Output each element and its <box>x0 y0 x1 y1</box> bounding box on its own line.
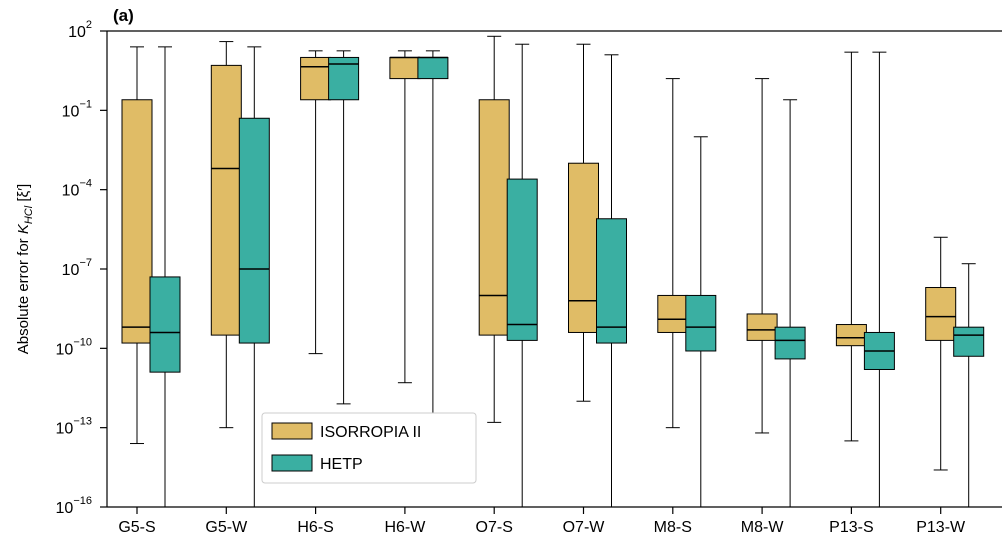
legend: ISORROPIA II HETP <box>261 412 477 484</box>
y-tick-label-base: 10 <box>56 421 74 438</box>
y-tick-label-exponent: −10 <box>73 336 92 348</box>
iqr-box <box>417 56 449 80</box>
box-o7-s <box>478 35 510 423</box>
y-tick-label: 102 <box>68 19 92 41</box>
y-axis-label: Absolute error for KHCl [ξ′] <box>15 184 35 354</box>
box-h6-w <box>389 50 421 384</box>
x-tick-label-o7-s: O7-S <box>476 519 513 536</box>
y-tick-label-base: 10 <box>68 24 86 41</box>
legend-label-hetp: HETP <box>320 456 363 473</box>
box-p13-s <box>835 51 867 442</box>
box-h6-s <box>328 50 360 405</box>
x-tick-label-h6-s: H6-S <box>297 519 333 536</box>
iqr-box <box>685 294 717 352</box>
box-series <box>121 35 985 507</box>
iqr-box <box>835 324 867 347</box>
y-tick-label-exponent: 2 <box>86 19 92 31</box>
y-axis-label-var: K <box>15 223 32 234</box>
box-o7-s <box>506 43 538 507</box>
panel-label: (a) <box>113 6 134 25</box>
iqr-box <box>657 294 689 333</box>
y-tick-label-base: 10 <box>62 262 80 279</box>
x-tick-label-m8-s: M8-S <box>654 519 692 536</box>
box-g5-w <box>238 46 270 507</box>
y-axis-label-sub: HCl <box>23 205 35 224</box>
legend-label-isorropia: ISORROPIA II <box>320 424 421 441</box>
iqr-box <box>478 99 510 336</box>
x-tick-label-o7-w: O7-W <box>563 519 606 536</box>
iqr-box <box>596 218 627 344</box>
iqr-box <box>300 56 332 101</box>
box-h6-s <box>300 50 332 355</box>
box-m8-s <box>657 78 689 429</box>
y-tick-label-exponent: −13 <box>73 416 92 428</box>
box-p13-w <box>953 263 985 507</box>
box-g5-s <box>121 46 153 445</box>
series-hetp <box>149 43 985 507</box>
box-m8-w <box>746 78 778 434</box>
x-ticks: G5-S G5-W H6-S H6-W O7-S O7-W M8-S M8-W P13-S P13… <box>118 507 966 536</box>
x-tick-label-h6-w: H6-W <box>384 519 426 536</box>
box-o7-w <box>596 54 627 507</box>
iqr-box <box>389 56 421 80</box>
x-tick-label-p13-s: P13-S <box>829 519 873 536</box>
y-tick-label-exponent: −7 <box>79 257 92 269</box>
iqr-box <box>506 178 538 341</box>
y-tick-label-base: 10 <box>62 103 80 120</box>
legend-frame <box>261 412 477 484</box>
x-tick-label-g5-s: G5-S <box>118 519 155 536</box>
legend-swatch-hetp <box>271 454 313 472</box>
y-tick-label: 10−4 <box>62 178 92 200</box>
y-tick-label: 10−10 <box>56 336 92 358</box>
y-tick-label: 10−7 <box>62 257 92 279</box>
x-tick-label-m8-w: M8-W <box>741 519 785 536</box>
box-p13-s <box>863 51 895 507</box>
iqr-box <box>746 313 778 341</box>
y-tick-label-base: 10 <box>62 183 80 200</box>
legend-swatch-isorropia <box>271 422 313 440</box>
box-g5-s <box>149 46 181 507</box>
y-tick-label-exponent: −4 <box>79 178 92 190</box>
y-axis-label-pre: Absolute error for <box>15 234 32 354</box>
y-axis-label-post: [ξ′] <box>15 184 32 206</box>
iqr-box <box>238 117 270 344</box>
iqr-box <box>210 64 242 336</box>
iqr-box <box>953 326 985 357</box>
iqr-box <box>925 287 957 341</box>
box-o7-w <box>568 43 599 402</box>
box-m8-w <box>774 99 806 507</box>
iqr-box <box>774 326 806 360</box>
x-tick-label-g5-w: G5-W <box>205 519 248 536</box>
box-h6-w <box>417 50 449 415</box>
y-tick-label: 10−16 <box>56 495 92 517</box>
y-tick-label: 10−13 <box>56 416 92 438</box>
iqr-box <box>121 99 153 344</box>
iqr-box <box>568 162 599 333</box>
y-tick-label-base: 10 <box>56 500 74 517</box>
y-tick-label-base: 10 <box>56 341 74 358</box>
iqr-box <box>149 276 181 373</box>
y-tick-label: 10−1 <box>62 98 92 120</box>
box-g5-w <box>210 41 242 429</box>
box-p13-w <box>925 236 957 471</box>
box-m8-s <box>685 136 717 507</box>
y-tick-label-exponent: −16 <box>73 495 92 507</box>
y-tick-label-exponent: −1 <box>79 98 92 110</box>
series-isorropia-ii <box>121 35 957 471</box>
x-tick-label-p13-w: P13-W <box>916 519 966 536</box>
